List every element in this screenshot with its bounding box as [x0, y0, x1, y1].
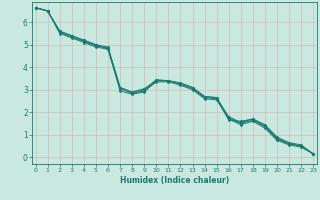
X-axis label: Humidex (Indice chaleur): Humidex (Indice chaleur) — [120, 176, 229, 185]
